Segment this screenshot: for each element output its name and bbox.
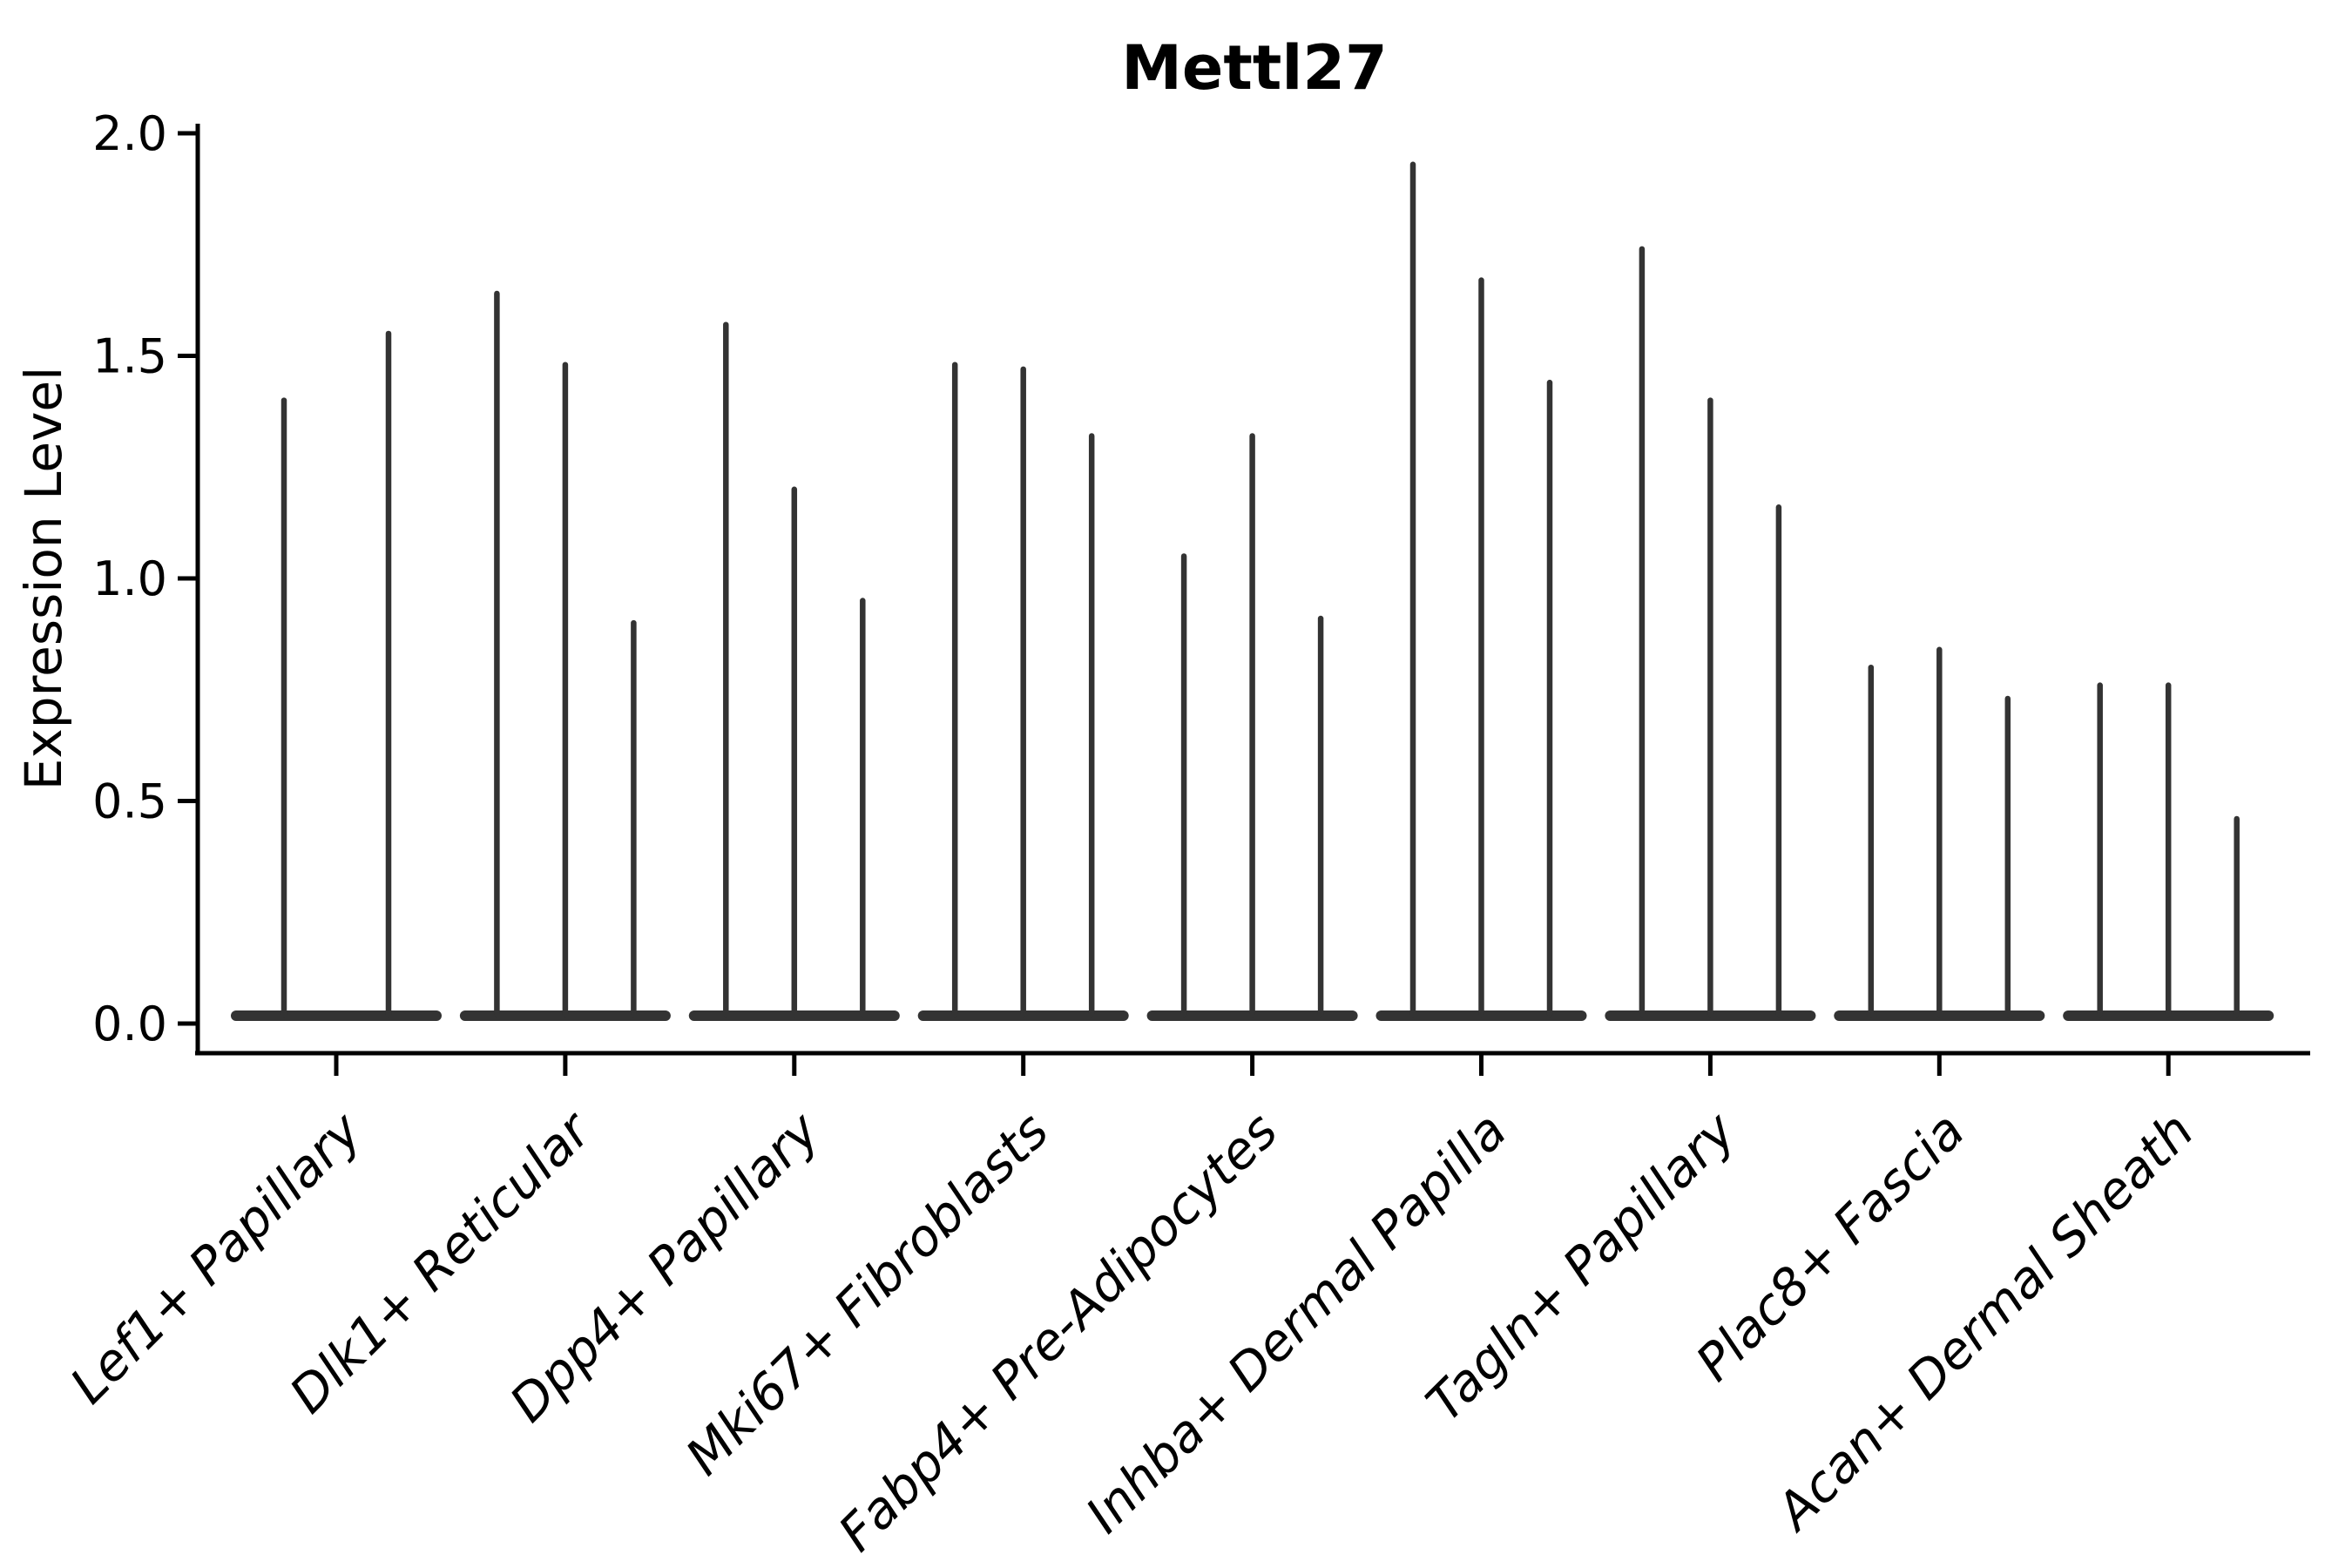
chart-title: Mettl27 — [1121, 32, 1387, 104]
violin-group — [688, 321, 900, 1021]
violin-group — [917, 362, 1129, 1021]
y-axis-tick-label: 0.5 — [92, 774, 167, 829]
x-axis-category-label: Fabp4+ Pre-Adipocytes — [827, 1101, 1288, 1563]
y-axis-tick-label: 2.0 — [92, 106, 167, 161]
y-axis: 0.0 0.5 1.0 1.5 2.0 — [92, 106, 200, 1055]
violin-series — [231, 161, 2274, 1021]
x-axis-category-label: Acan+ Dermal Sheath — [1762, 1101, 2205, 1544]
violin-group — [2063, 682, 2274, 1021]
y-axis-tick-label: 1.5 — [92, 329, 167, 384]
y-axis-label: Expression Level — [14, 367, 73, 790]
y-axis-tick-label: 1.0 — [92, 551, 167, 606]
y-axis-tick-label: 0.0 — [92, 997, 167, 1051]
violin-group — [1834, 646, 2045, 1021]
violin-group — [1605, 246, 1816, 1021]
violin-group — [1146, 433, 1358, 1021]
x-axis-category-label: Inhba+ Dermal Papilla — [1074, 1101, 1517, 1544]
violin-group — [459, 290, 671, 1021]
violin-base — [231, 1010, 442, 1021]
violin-group — [1375, 161, 1587, 1021]
violin-group — [231, 330, 442, 1021]
